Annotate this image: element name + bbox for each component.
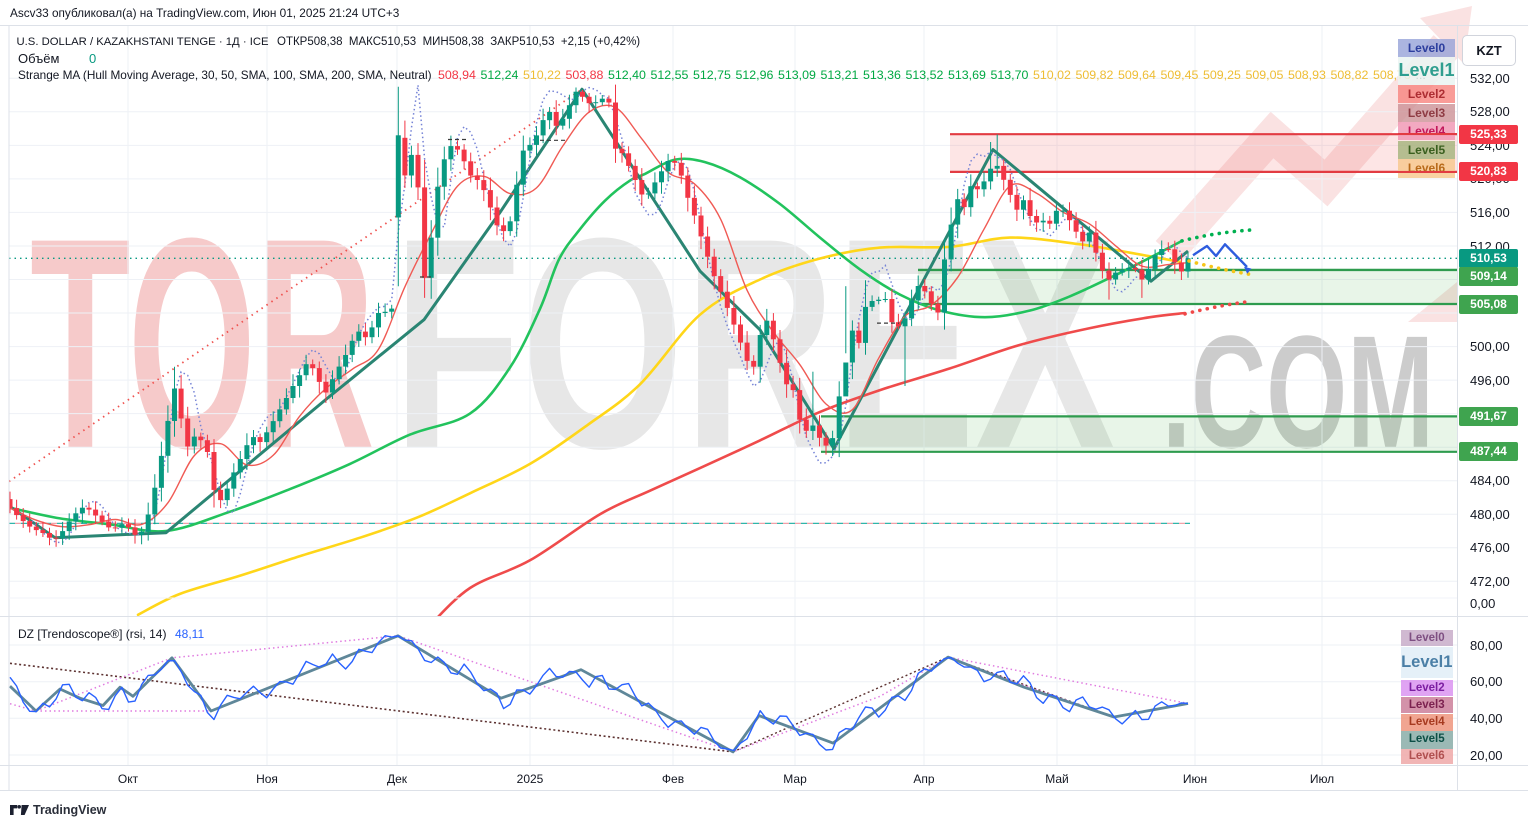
svg-text:FOREX: FOREX — [393, 175, 1116, 511]
svg-text:.COM: .COM — [1162, 302, 1434, 481]
svg-text:TOR: TOR — [30, 175, 375, 511]
